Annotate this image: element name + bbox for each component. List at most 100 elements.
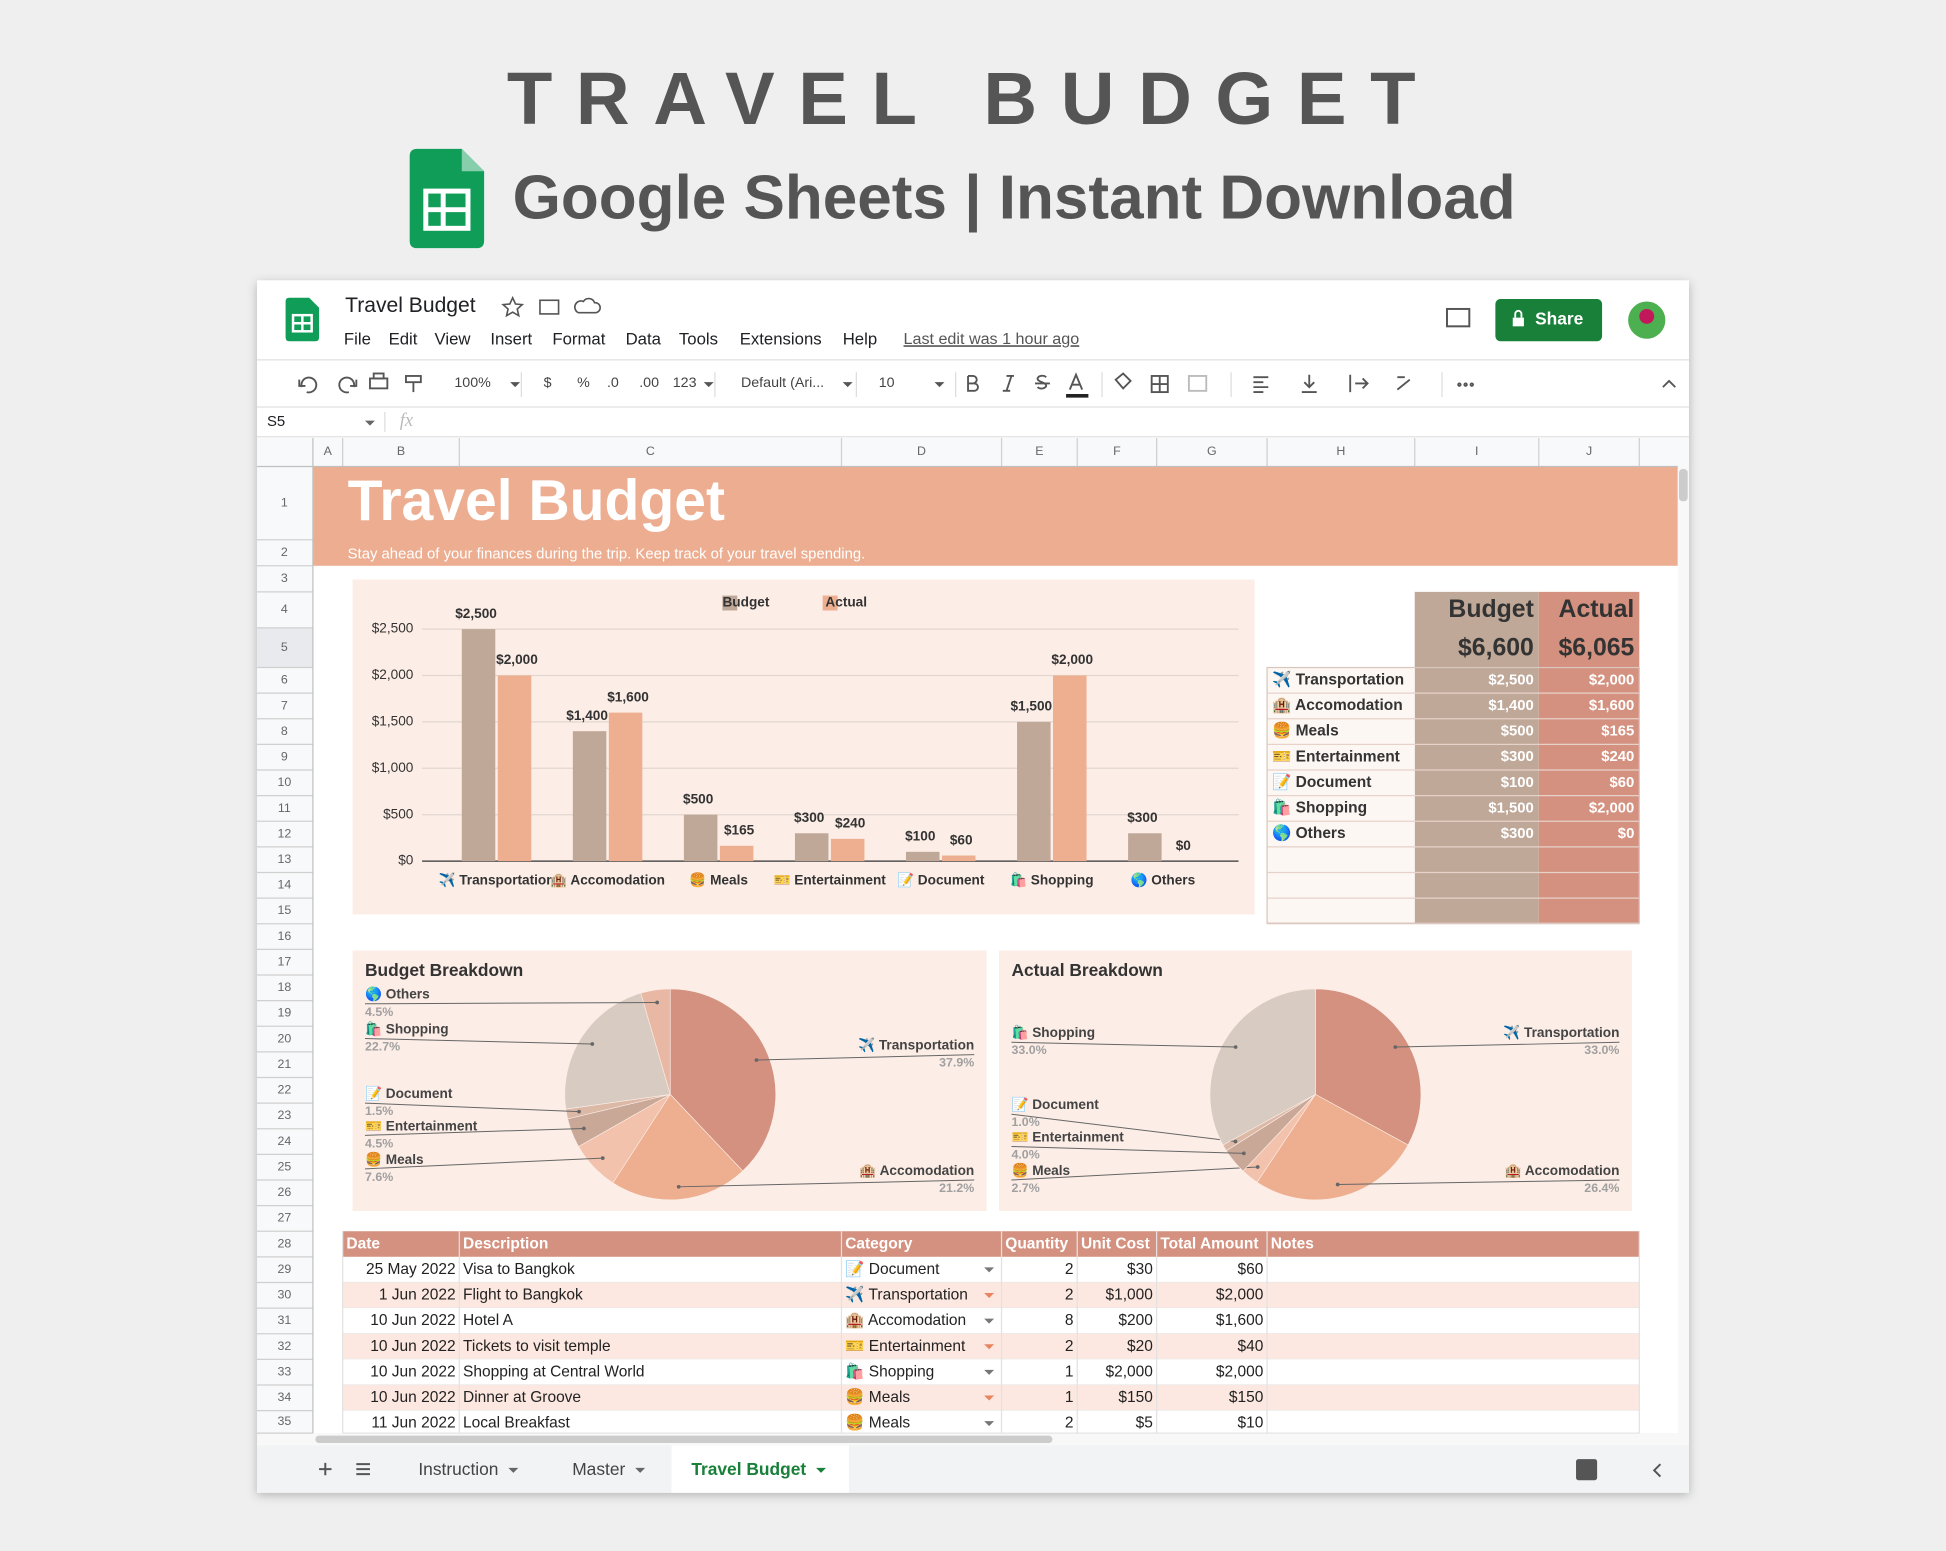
summary-budget: $300: [1501, 826, 1534, 842]
pie-value-label: 4.5%: [365, 1005, 393, 1019]
chart-title: Budget Breakdown: [365, 960, 523, 980]
menu-item[interactable]: File: [344, 329, 371, 348]
category-dropdown[interactable]: [984, 1293, 995, 1299]
row-header: 35: [277, 1414, 291, 1428]
sheet-tab[interactable]: Travel Budget: [691, 1459, 806, 1479]
table-cell: 🏨 Accomodation: [845, 1311, 966, 1329]
cloud-icon[interactable]: [574, 297, 601, 314]
doc-title[interactable]: Travel Budget: [345, 294, 476, 317]
table-cell: $30: [1127, 1261, 1153, 1278]
leader-dot: [676, 1184, 681, 1189]
table-header: Notes: [1271, 1235, 1314, 1252]
y-tick-label: $500: [383, 806, 414, 821]
toolbar-item[interactable]: 123: [673, 375, 697, 391]
add-sheet[interactable]: [319, 1462, 332, 1476]
x-tick-label: ✈️ Transportation: [438, 872, 554, 888]
avatar-figure: [1639, 308, 1655, 324]
star-icon[interactable]: [501, 295, 525, 318]
sheet-tab[interactable]: Instruction: [418, 1459, 498, 1479]
category-dropdown[interactable]: [984, 1318, 995, 1324]
summary-actual: $2,000: [1589, 672, 1635, 688]
last-edit[interactable]: Last edit was 1 hour ago: [904, 330, 1080, 348]
column-header-bar: [257, 438, 1689, 467]
menu-item[interactable]: Data: [626, 329, 662, 348]
tab-menu-arrow[interactable]: [816, 1467, 826, 1473]
category-dropdown[interactable]: [984, 1369, 995, 1375]
data-label: $1,400: [566, 708, 608, 723]
leader-line: [364, 1157, 603, 1170]
table-cell: 10 Jun 2022: [370, 1338, 455, 1355]
column-header: H: [1336, 444, 1345, 458]
pie-slice: [640, 988, 671, 1095]
menu-item[interactable]: Help: [843, 329, 877, 348]
category-dropdown[interactable]: [984, 1344, 995, 1350]
sheet-subtitle: Stay ahead of your finances during the t…: [348, 547, 866, 563]
explore-icon[interactable]: [1576, 1459, 1598, 1481]
summary-actual: $240: [1601, 749, 1634, 765]
menu-item[interactable]: Format: [552, 329, 605, 348]
summary-actual: $1,600: [1589, 698, 1635, 714]
tab-bar: [257, 1445, 1689, 1493]
pie-slice: [612, 1093, 744, 1201]
summary-label: 🏨 Accomodation: [1272, 696, 1403, 714]
scroll-thumb[interactable]: [1679, 469, 1688, 502]
comment-icon[interactable]: [1445, 307, 1471, 328]
row-header: 27: [277, 1211, 291, 1225]
leader-line: [1011, 1146, 1244, 1154]
bar: [941, 855, 976, 862]
menu-item[interactable]: Tools: [679, 329, 718, 348]
tab-menu-arrow[interactable]: [508, 1467, 519, 1473]
collapse-icon[interactable]: [1652, 1463, 1662, 1478]
menu-item[interactable]: Extensions: [740, 329, 822, 348]
table-header: Total Amount: [1160, 1235, 1258, 1252]
share-button[interactable]: [1495, 299, 1603, 342]
category-dropdown[interactable]: [984, 1421, 995, 1427]
toolbar-item[interactable]: %: [577, 375, 590, 391]
summary-label: 📝 Document: [1272, 772, 1371, 791]
column-header: F: [1113, 444, 1121, 458]
summary-border: [1266, 666, 1640, 924]
tab-menu-arrow[interactable]: [635, 1467, 646, 1473]
table-cell: $150: [1229, 1389, 1264, 1406]
column-header: D: [917, 444, 926, 458]
pie-slice: [669, 988, 777, 1172]
page-subtitle: Google Sheets | Instant Download: [513, 164, 1516, 233]
bar: [608, 712, 643, 862]
toolbar-item[interactable]: .00: [639, 375, 659, 391]
menu-item[interactable]: Edit: [389, 329, 418, 348]
scroll-thumb[interactable]: [315, 1435, 1053, 1444]
menu-item[interactable]: View: [434, 329, 471, 348]
summary-header: Actual: [1559, 596, 1635, 623]
category-dropdown[interactable]: [984, 1395, 995, 1401]
pie-label: 🍔 Meals: [365, 1151, 424, 1167]
menu-item[interactable]: Insert: [490, 329, 532, 348]
pie-value-label: 7.6%: [365, 1170, 393, 1184]
pie-value-label: 37.9%: [939, 1056, 974, 1070]
sheet-tab[interactable]: Master: [572, 1459, 625, 1479]
move-icon[interactable]: [539, 299, 560, 315]
all-sheets[interactable]: [356, 1463, 370, 1476]
cell-reference[interactable]: S5: [267, 414, 285, 430]
toolbar-item[interactable]: $: [544, 375, 552, 391]
toolbar-item[interactable]: 10: [879, 375, 895, 391]
table-cell: $2,000: [1216, 1287, 1264, 1304]
toolbar-item[interactable]: .0: [607, 375, 619, 391]
share-label[interactable]: Share: [1535, 309, 1584, 329]
table-cell: 1: [1065, 1363, 1074, 1380]
table-header: Description: [463, 1235, 548, 1252]
category-dropdown[interactable]: [984, 1267, 995, 1273]
table-cell: 🎫 Entertainment: [845, 1338, 966, 1355]
row-header: 29: [277, 1262, 291, 1276]
row-header: 15: [277, 903, 291, 917]
toolbar-item[interactable]: 100%: [454, 375, 491, 391]
table-cell: $60: [1237, 1261, 1263, 1278]
row-header: 31: [277, 1313, 291, 1327]
pie-label: 📝 Document: [365, 1085, 453, 1101]
x-tick-label: 🏨 Accomodation: [550, 873, 665, 889]
toolbar-item[interactable]: Default (Ari...: [741, 375, 824, 391]
vertical-scrollbar[interactable]: [1677, 466, 1689, 1434]
row-header: 9: [281, 750, 288, 764]
leader-line: [365, 1002, 658, 1005]
data-label: $100: [905, 829, 936, 844]
table-cell: Shopping at Central World: [463, 1363, 645, 1380]
